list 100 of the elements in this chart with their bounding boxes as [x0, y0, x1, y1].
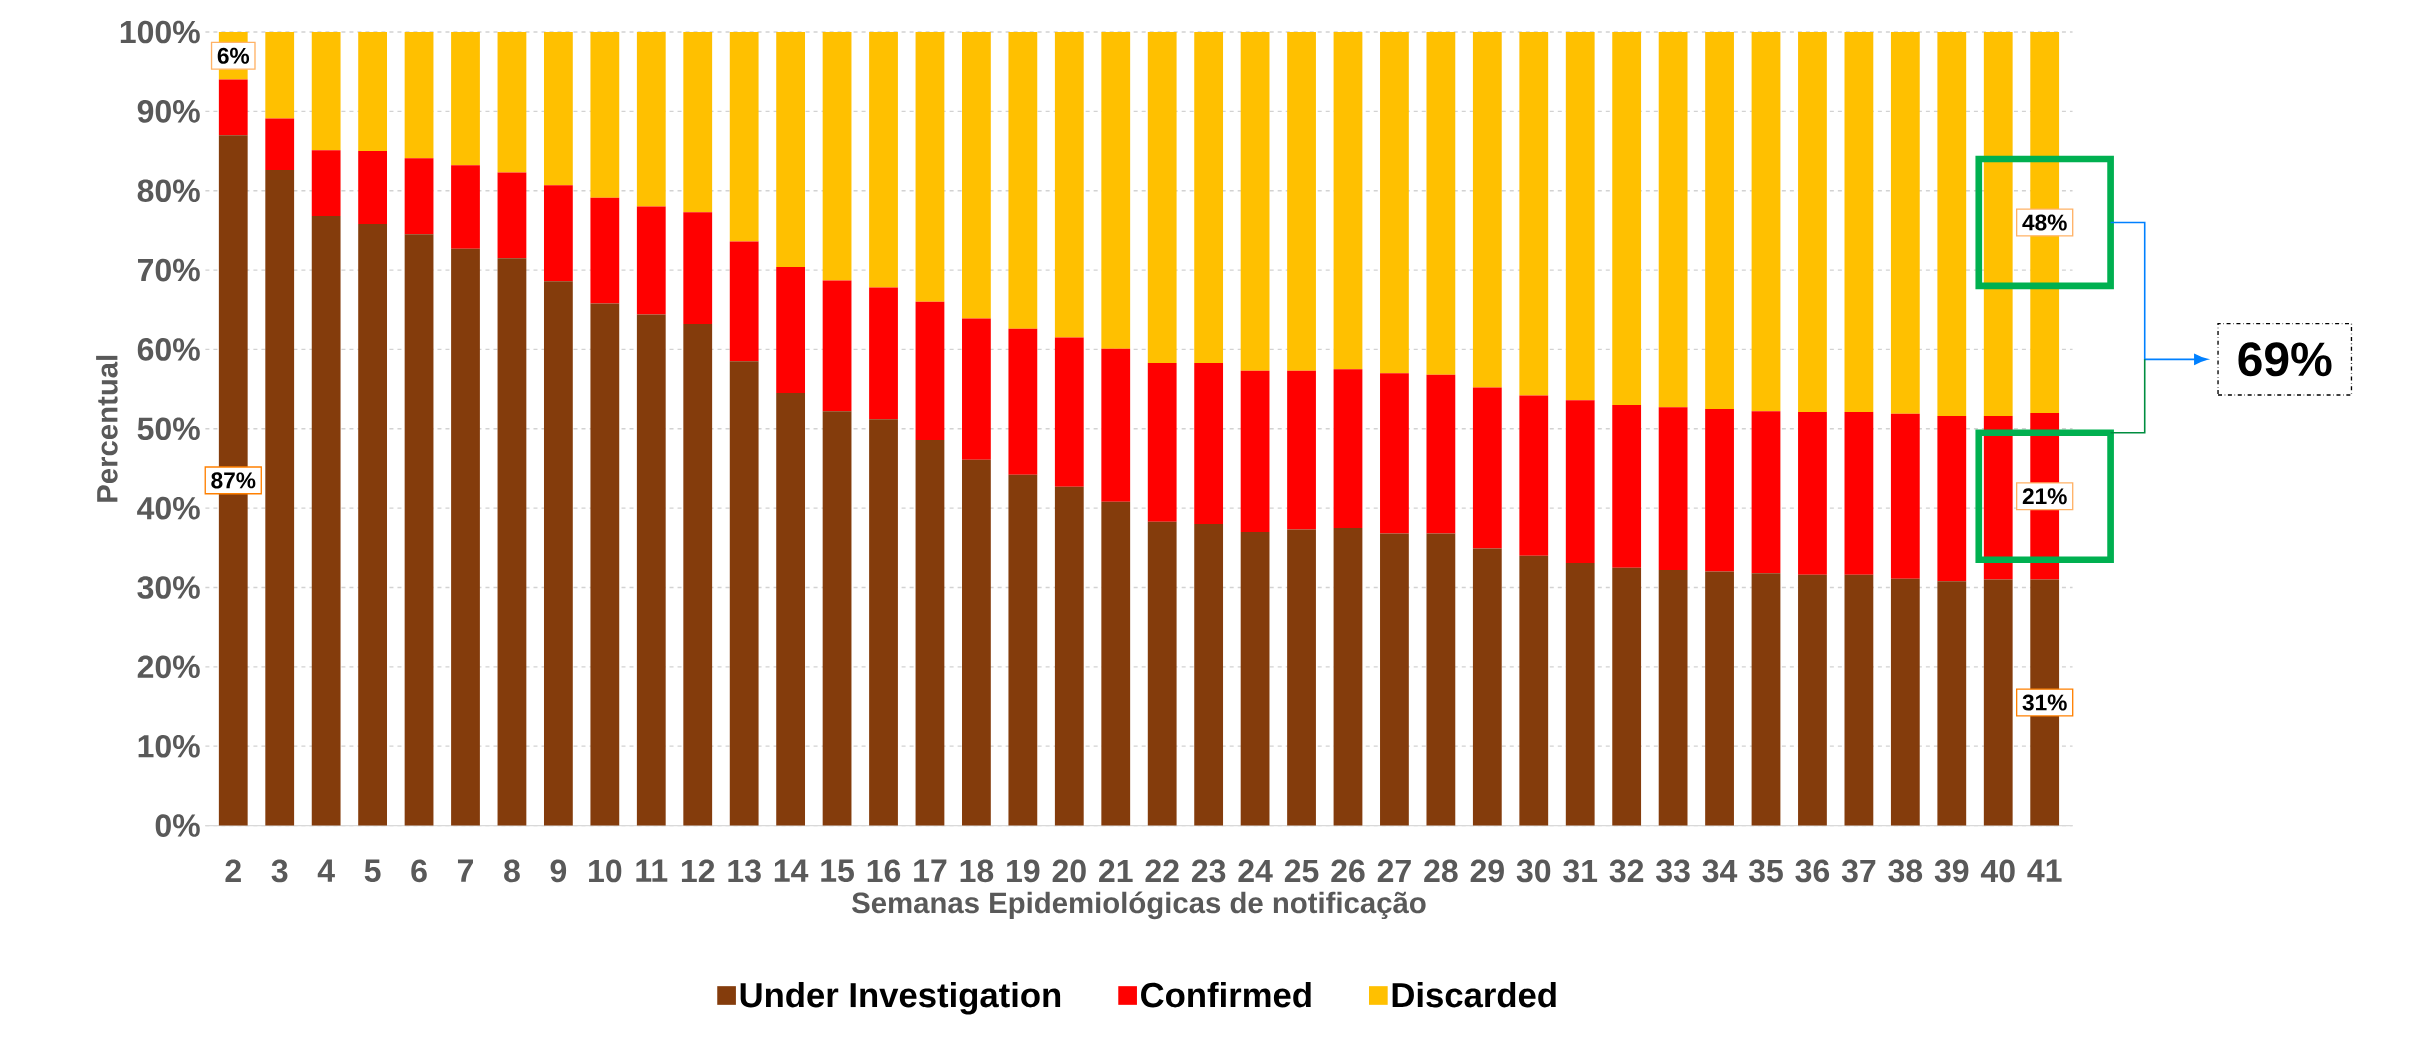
bar [543, 185, 573, 282]
x-tick-label: 41 [2027, 859, 2062, 882]
bar [1380, 373, 1409, 534]
x-tick-label: 33 [1656, 859, 1690, 883]
data-label: 48% [2022, 214, 2067, 231]
bar [962, 459, 991, 826]
bar [1287, 529, 1316, 826]
x-tick-label: 19 [1007, 859, 1040, 883]
bar [1565, 400, 1595, 564]
bar [1658, 570, 1688, 826]
legend-label: Confirmed [1141, 982, 1311, 1008]
bar [404, 234, 434, 826]
x-tick-label: 18 [960, 859, 994, 883]
bar [1890, 413, 1920, 579]
y-tick-label: 0% [155, 814, 200, 838]
bar [451, 32, 480, 166]
x-tick-label: 29 [1470, 859, 1504, 883]
x-tick-label: 21 [1099, 859, 1133, 883]
x-tick-label: 37 [1841, 859, 1876, 883]
x-tick-label: 35 [1748, 859, 1783, 883]
bar [358, 151, 387, 225]
legend-label: Discarded [1392, 982, 1556, 1008]
bar [636, 206, 666, 315]
bar [1798, 412, 1827, 575]
bar [543, 281, 573, 826]
x-tick-label: 13 [728, 859, 761, 883]
x-tick-label: 14 [774, 859, 809, 882]
x-tick-label: 7 [457, 859, 473, 882]
x-tick-label: 9 [550, 859, 567, 883]
x-tick-label: 22 [1145, 859, 1179, 883]
y-tick-label: 20% [137, 655, 200, 679]
bar [497, 258, 527, 826]
x-tick-label: 31 [1563, 859, 1598, 883]
bar [1240, 371, 1270, 533]
x-tick-label: 3 [271, 859, 288, 883]
bar [358, 32, 387, 152]
bar [1844, 574, 1874, 826]
bar [1937, 581, 1967, 826]
bar [1890, 578, 1920, 826]
bar [404, 32, 434, 159]
bar [543, 32, 573, 186]
bar [1983, 32, 2013, 417]
x-tick-label: 4 [317, 859, 335, 882]
bar [1008, 32, 1038, 329]
bar [311, 150, 341, 217]
bar [1519, 395, 1549, 556]
bar [915, 32, 945, 302]
bar [1101, 348, 1131, 502]
bar [218, 79, 248, 136]
bar [962, 32, 991, 319]
x-tick-label: 23 [1191, 859, 1226, 883]
bar [1844, 412, 1874, 575]
bar [1054, 337, 1084, 487]
x-tick-label: 11 [636, 859, 668, 882]
data-label: 6% [217, 47, 250, 65]
bar [636, 32, 666, 207]
bar [311, 32, 341, 151]
y-tick-label: 10% [138, 735, 200, 758]
bar [1194, 32, 1224, 364]
y-axis-title: Percentual [96, 356, 118, 503]
x-tick-label: 26 [1331, 859, 1365, 883]
bar [311, 216, 341, 826]
bar [776, 267, 806, 394]
bar [497, 32, 527, 173]
bar [1658, 32, 1688, 408]
bar [729, 241, 759, 362]
bar [1472, 32, 1502, 388]
x-tick-label: 8 [504, 859, 520, 883]
bar [822, 32, 852, 281]
bar [1426, 32, 1456, 376]
bar [1844, 32, 1874, 413]
bar [915, 302, 945, 441]
bar [1751, 32, 1781, 412]
bar [451, 165, 480, 249]
x-tick-label: 30 [1516, 859, 1551, 883]
y-tick-label: 100% [120, 20, 200, 44]
bar [683, 32, 713, 213]
bar [776, 393, 806, 826]
bar [590, 303, 620, 826]
bar [1426, 375, 1456, 534]
bar [1333, 369, 1363, 529]
bar [729, 32, 759, 242]
bar [1798, 574, 1827, 826]
x-tick-label: 16 [867, 859, 901, 883]
bar [404, 158, 434, 235]
bar [265, 170, 295, 826]
x-tick-label: 39 [1934, 859, 1969, 883]
bar [1426, 533, 1456, 826]
x-tick-label: 15 [821, 859, 854, 883]
bar [1890, 32, 1920, 414]
bar [869, 419, 898, 826]
bar [358, 224, 387, 826]
y-tick-label: 40% [137, 497, 200, 520]
bar [1194, 363, 1224, 525]
y-tick-label: 90% [137, 100, 200, 123]
bar [683, 212, 713, 325]
bar [822, 280, 852, 412]
bar [869, 32, 898, 288]
x-tick-label: 38 [1888, 859, 1923, 883]
x-tick-label: 6 [411, 859, 427, 883]
